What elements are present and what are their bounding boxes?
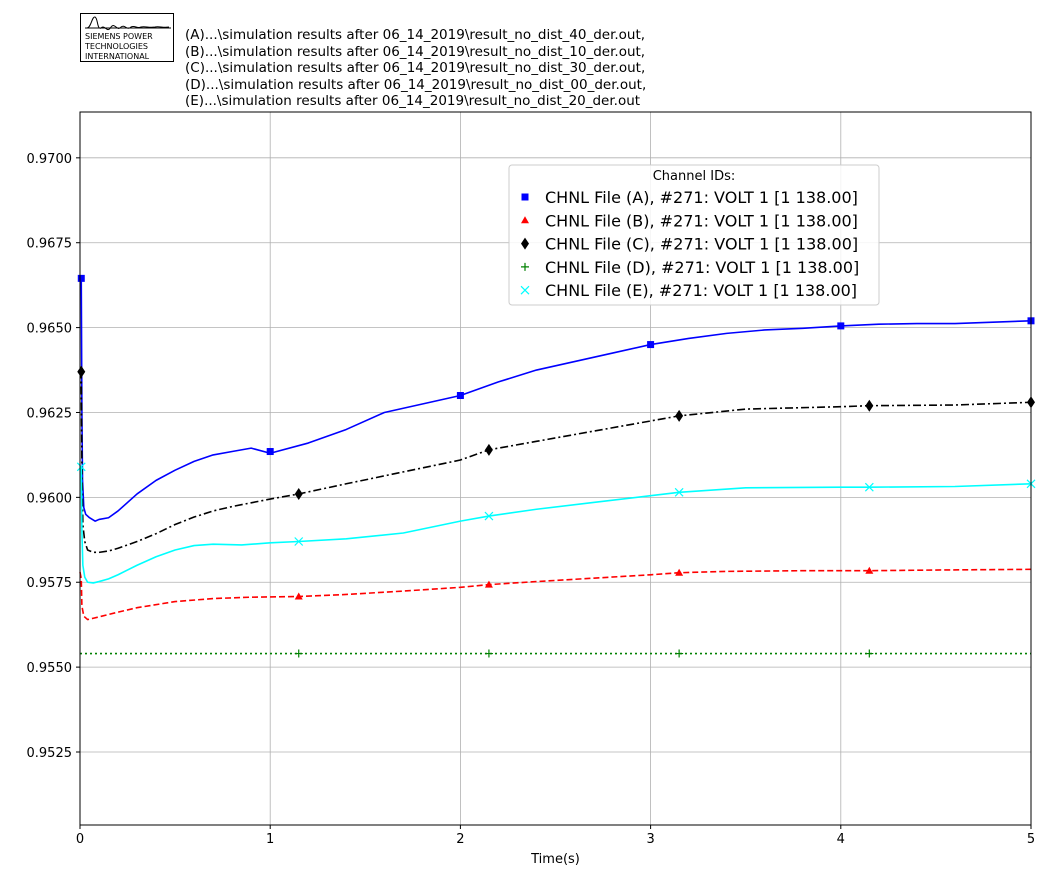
- data-point-marker: [647, 341, 655, 349]
- data-point-marker: [76, 462, 86, 472]
- data-point-marker: [521, 262, 529, 271]
- data-point-marker: [675, 568, 684, 576]
- series-d: [80, 649, 1031, 658]
- data-point-marker: [864, 482, 874, 492]
- data-point-marker: [837, 322, 845, 330]
- data-point-marker: [294, 537, 304, 546]
- legend-title: Channel IDs:: [653, 169, 736, 184]
- legend: Channel IDs: CHNL File (A), #271: VOLT 1…: [508, 164, 880, 306]
- axis-ticks: 0 1 2 3 4 5 0.9525 0.9550 0.9575 0.9600 0.9625 0.96…: [27, 152, 1036, 847]
- y-tick-label: 0.9525: [27, 746, 73, 761]
- series-line: [80, 466, 1032, 584]
- file-list-item-d: (D)...\simulation results after 06_14_20…: [185, 76, 647, 93]
- x-tick-label: 0: [76, 832, 84, 847]
- y-tick-label: 0.9675: [27, 237, 73, 252]
- y-tick-label: 0.9600: [27, 491, 73, 506]
- legend-entry-label: CHNL File (D), #271: VOLT 1 [1 138.00]: [545, 258, 859, 277]
- legend-entry-label: CHNL File (E), #271: VOLT 1 [1 138.00]: [545, 281, 857, 300]
- y-tick-label: 0.9575: [27, 576, 73, 591]
- legend-box: [508, 164, 880, 306]
- data-point-marker: [294, 487, 303, 500]
- data-point-marker: [675, 409, 684, 422]
- data-point-marker: [294, 592, 303, 600]
- data-point-marker: [456, 392, 464, 400]
- logo-text: SIEMENS POWER TECHNOLOGIES INTERNATIONAL: [85, 32, 153, 61]
- series-b: [79, 566, 1032, 621]
- legend-entry-label: CHNL File (A), #271: VOLT 1 [1 138.00]: [545, 188, 858, 207]
- data-point-marker: [484, 443, 493, 456]
- file-list: (A)...\simulation results after 06_14_20…: [185, 27, 646, 110]
- waveform-logo-icon: [85, 16, 171, 31]
- data-point-marker: [865, 399, 874, 412]
- series-c: [77, 365, 1035, 554]
- series-e: [76, 462, 1036, 584]
- data-point-marker: [865, 566, 874, 574]
- data-point-marker: [865, 649, 874, 658]
- data-point-marker: [521, 216, 529, 224]
- series-line: [79, 568, 1032, 621]
- y-tick-label: 0.9650: [27, 322, 73, 337]
- x-tick-label: 3: [646, 832, 654, 847]
- series-line: [80, 370, 1032, 554]
- data-point-marker: [77, 365, 86, 378]
- file-list-item-c: (C)...\simulation results after 06_14_20…: [185, 60, 646, 77]
- x-tick-label: 1: [266, 832, 274, 847]
- legend-entry-label: CHNL File (B), #271: VOLT 1 [1 138.00]: [545, 211, 858, 230]
- data-point-marker: [484, 580, 493, 588]
- data-point-marker: [521, 193, 529, 201]
- file-list-item-b: (B)...\simulation results after 06_14_20…: [185, 43, 646, 60]
- data-point-marker: [294, 649, 303, 658]
- data-point-marker: [77, 274, 85, 282]
- plot-frame: [79, 111, 1032, 826]
- file-list-item-e: (E)...\simulation results after 06_14_20…: [185, 93, 641, 110]
- data-point-marker: [484, 649, 493, 658]
- data-point-marker: [521, 237, 529, 250]
- legend-entry-label: CHNL File (C), #271: VOLT 1 [1 138.00]: [545, 235, 858, 254]
- x-tick-label: 4: [837, 832, 845, 847]
- data-point-marker: [266, 448, 274, 456]
- x-axis-label: Time(s): [530, 852, 580, 867]
- series-a: [77, 274, 1035, 522]
- data-point-marker: [484, 511, 494, 521]
- series-line: [80, 279, 1032, 522]
- data-point-marker: [674, 487, 684, 497]
- data-point-marker: [675, 649, 684, 658]
- series-layer: [76, 274, 1036, 658]
- y-tick-label: 0.9625: [27, 406, 73, 421]
- siemens-pti-logo: SIEMENS POWER TECHNOLOGIES INTERNATIONAL: [80, 13, 174, 62]
- x-tick-label: 2: [456, 832, 464, 847]
- y-tick-label: 0.9700: [27, 152, 73, 167]
- x-tick-label: 5: [1027, 832, 1035, 847]
- file-list-item-a: (A)...\simulation results after 06_14_20…: [185, 27, 646, 43]
- data-point-marker: [520, 285, 530, 295]
- y-tick-label: 0.9550: [27, 661, 73, 676]
